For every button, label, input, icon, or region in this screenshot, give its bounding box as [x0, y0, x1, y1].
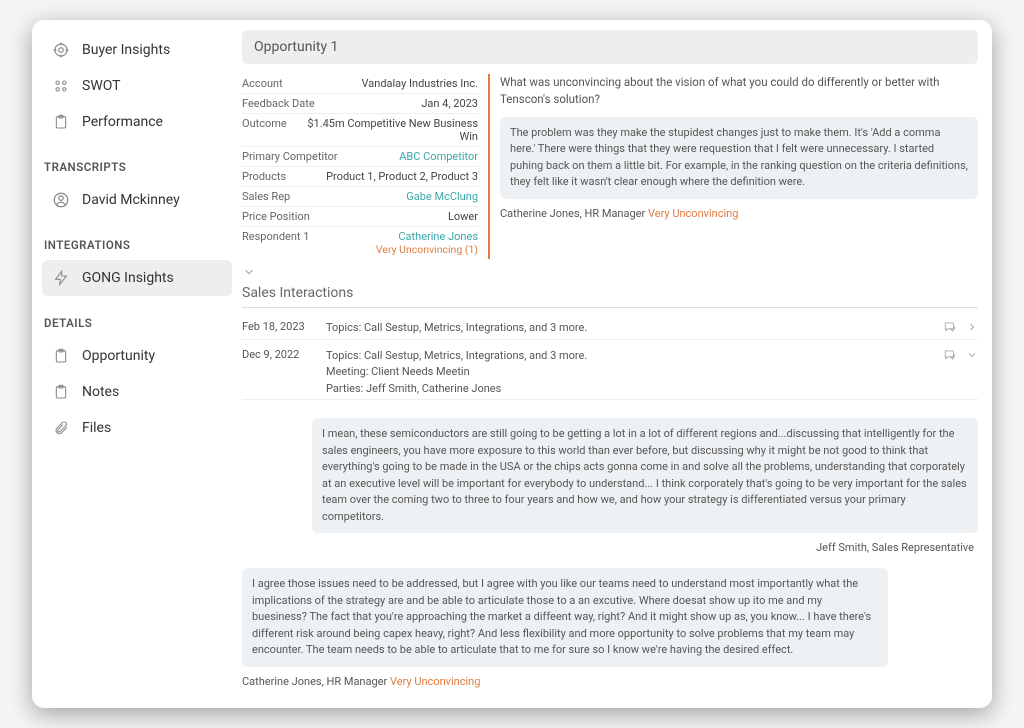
- sales-rep-link[interactable]: Gabe McClung: [406, 190, 478, 203]
- conversation: I mean, these semiconductors are still g…: [242, 418, 978, 688]
- opportunity-meta-table: AccountVandalay Industries Inc. Feedback…: [242, 74, 490, 259]
- target-icon: [52, 41, 70, 59]
- opportunity-title: Opportunity 1: [242, 30, 978, 64]
- unconvincing-flag: Very Unconvincing: [648, 207, 738, 220]
- interaction-row[interactable]: Dec 9, 2022 Topics: Call Sestup, Metrics…: [242, 340, 978, 401]
- avatar-icon: [52, 191, 70, 209]
- sidebar-item-label: Buyer Insights: [82, 42, 170, 58]
- sidebar-item-label: Performance: [82, 114, 163, 130]
- sidebar-item-files[interactable]: Files: [42, 410, 232, 446]
- sidebar-item-label: GONG Insights: [82, 270, 174, 286]
- meta-row: AccountVandalay Industries Inc.: [242, 74, 478, 94]
- interaction-row[interactable]: Feb 18, 2023 Topics: Call Sestup, Metric…: [242, 312, 978, 340]
- conversation-bubble: I agree those issues need to be addresse…: [242, 568, 888, 667]
- lightning-icon: [52, 269, 70, 287]
- interaction-date: Feb 18, 2023: [242, 320, 308, 333]
- meta-row: Feedback DateJan 4, 2023: [242, 94, 478, 114]
- sidebar-item-label: Notes: [82, 384, 119, 400]
- conversation-attribution: Catherine Jones, HR Manager Very Unconvi…: [242, 675, 978, 688]
- sidebar-item-label: David Mckinney: [82, 192, 180, 208]
- qa-answer-bubble: The problem was they make the stupidest …: [500, 117, 978, 199]
- sidebar: Buyer Insights SWOT Performance TRANSCRI…: [32, 20, 242, 708]
- sidebar-item-label: SWOT: [82, 78, 121, 94]
- sidebar-item-label: Files: [82, 420, 111, 436]
- meta-row: Respondent 1Catherine JonesVery Unconvin…: [242, 227, 478, 259]
- sidebar-item-notes[interactable]: Notes: [42, 374, 232, 410]
- chevron-right-icon[interactable]: [966, 321, 978, 333]
- collapse-chevron-icon[interactable]: [242, 265, 972, 279]
- sales-interactions-title: Sales Interactions: [242, 285, 978, 308]
- qa-attribution: Catherine Jones, HR Manager Very Unconvi…: [500, 207, 978, 220]
- clipboard-icon: [52, 347, 70, 365]
- interactions-list: Feb 18, 2023 Topics: Call Sestup, Metric…: [242, 312, 978, 400]
- meta-row: ProductsProduct 1, Product 2, Product 3: [242, 167, 478, 187]
- conversation-bubble: I mean, these semiconductors are still g…: [312, 418, 978, 533]
- meta-row: Sales RepGabe McClung: [242, 187, 478, 207]
- unconvincing-flag: Very Unconvincing: [390, 675, 480, 688]
- sidebar-item-buyer-insights[interactable]: Buyer Insights: [42, 32, 232, 68]
- interaction-body: Topics: Call Sestup, Metrics, Integratio…: [326, 320, 924, 337]
- grid-icon: [52, 77, 70, 95]
- chat-icon[interactable]: [942, 320, 958, 334]
- sidebar-section-integrations: INTEGRATIONS: [44, 238, 230, 252]
- interaction-body: Topics: Call Sestup, Metrics, Integratio…: [326, 348, 924, 398]
- chat-icon[interactable]: [942, 348, 958, 362]
- meta-row: Outcome$1.45m Competitive New Business W…: [242, 114, 478, 147]
- meta-row: Primary CompetitorABC Competitor: [242, 147, 478, 167]
- respondent-link[interactable]: Catherine JonesVery Unconvincing (1): [376, 230, 478, 256]
- interaction-date: Dec 9, 2022: [242, 348, 308, 361]
- sidebar-item-label: Opportunity: [82, 348, 155, 364]
- sidebar-item-performance[interactable]: Performance: [42, 104, 232, 140]
- conversation-attribution: Jeff Smith, Sales Representative: [242, 541, 974, 554]
- primary-competitor-link[interactable]: ABC Competitor: [399, 150, 478, 163]
- meta-row: Price PositionLower: [242, 207, 478, 227]
- clipboard-icon: [52, 113, 70, 131]
- qa-question: What was unconvincing about the vision o…: [500, 74, 978, 109]
- sidebar-section-transcripts: TRANSCRIPTS: [44, 160, 230, 174]
- qa-panel: What was unconvincing about the vision o…: [490, 74, 978, 259]
- chevron-down-icon[interactable]: [966, 349, 978, 361]
- attach-icon: [52, 419, 70, 437]
- sidebar-item-opportunity[interactable]: Opportunity: [42, 338, 232, 374]
- sidebar-item-transcript-person[interactable]: David Mckinney: [42, 182, 232, 218]
- sidebar-item-swot[interactable]: SWOT: [42, 68, 232, 104]
- main-content: Opportunity 1 AccountVandalay Industries…: [242, 20, 992, 708]
- clipboard-icon: [52, 383, 70, 401]
- sidebar-item-gong-insights[interactable]: GONG Insights: [42, 260, 232, 296]
- sidebar-section-details: DETAILS: [44, 316, 230, 330]
